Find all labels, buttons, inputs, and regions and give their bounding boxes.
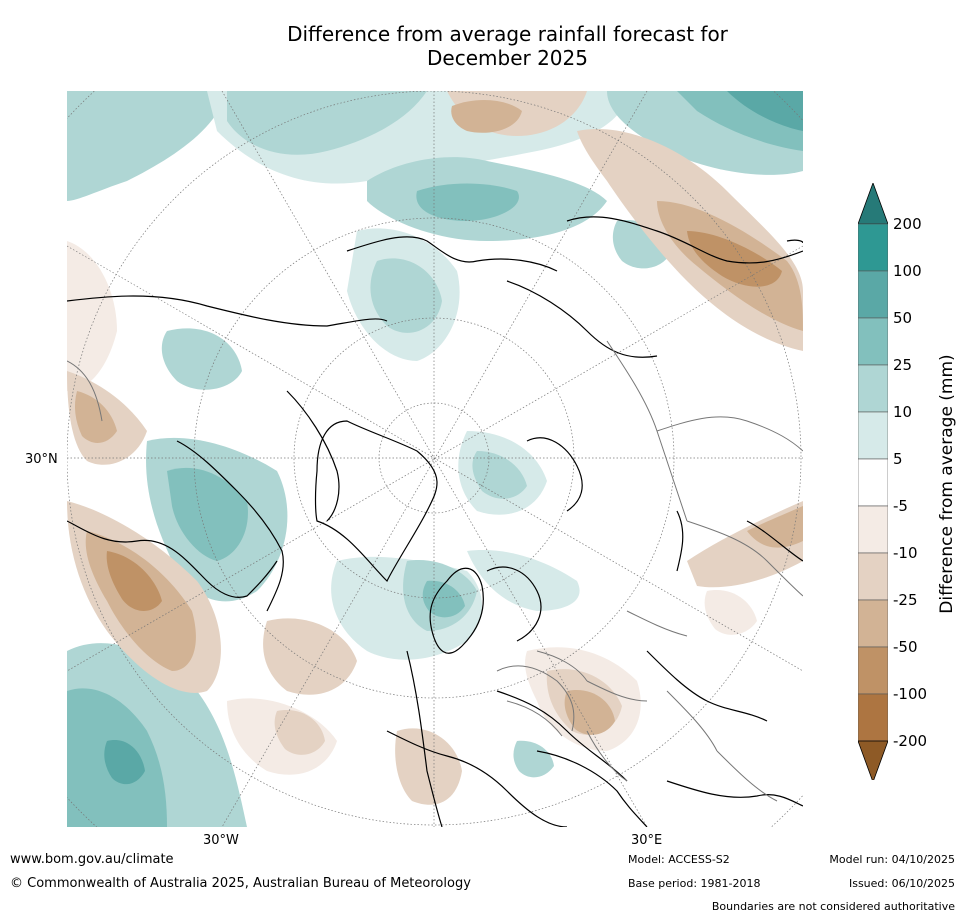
issued-date: Issued: 06/10/2025 xyxy=(848,877,955,890)
colorbar-segment-n25_50 xyxy=(857,599,889,648)
coastlines xyxy=(67,216,803,827)
colorbar-graphic xyxy=(857,181,889,784)
model-run-date: Model run: 04/10/2025 xyxy=(829,853,955,866)
colorbar-segment-n5_10 xyxy=(857,505,889,554)
colorbar-tick: -5 xyxy=(893,497,908,515)
colorbar xyxy=(857,181,889,784)
boundary-disclaimer: Boundaries are not considered authoritat… xyxy=(711,900,955,913)
colorbar-tick: -50 xyxy=(893,638,918,656)
map-title: Difference from average rainfall forecas… xyxy=(150,22,865,70)
latitude-label-30n: 30°N xyxy=(25,452,58,467)
colorbar-over-triangle xyxy=(857,181,889,225)
colorbar-segment-n10_25 xyxy=(857,552,889,601)
longitude-label-30w: 30°W xyxy=(203,833,239,848)
colorbar-tick: 200 xyxy=(893,215,922,233)
colorbar-tick: 5 xyxy=(893,450,903,468)
map-canvas xyxy=(67,91,803,827)
title-line-2: December 2025 xyxy=(427,46,588,70)
website-url: www.bom.gov.au/climate xyxy=(10,852,174,867)
colorbar-tick: 25 xyxy=(893,356,913,374)
colorbar-tick: -10 xyxy=(893,544,918,562)
colorbar-segment-b100_200 xyxy=(857,223,889,272)
colorbar-tick: -100 xyxy=(893,685,928,703)
colorbar-segment-b10_25 xyxy=(857,364,889,413)
colorbar-tick: 50 xyxy=(893,309,913,327)
colorbar-segment-b25_50 xyxy=(857,317,889,366)
rainfall-map xyxy=(67,91,803,827)
colorbar-tick: -200 xyxy=(893,732,928,750)
colorbar-under-triangle xyxy=(857,740,889,784)
longitude-label-30e: 30°E xyxy=(631,833,663,848)
negative-anomaly-areas xyxy=(67,91,803,805)
colorbar-segment-b50_100 xyxy=(857,270,889,319)
colorbar-segment-n100_200 xyxy=(857,693,889,742)
country-boundaries xyxy=(67,340,803,802)
base-period: Base period: 1981-2018 xyxy=(628,877,761,890)
graticule xyxy=(67,91,803,827)
colorbar-tick: 100 xyxy=(893,262,922,280)
colorbar-label: Difference from average (mm) xyxy=(937,354,957,614)
colorbar-segment-n50_100 xyxy=(857,646,889,695)
colorbar-segment-b5_10 xyxy=(857,411,889,460)
colorbar-tick: -25 xyxy=(893,591,918,609)
model-name: Model: ACCESS-S2 xyxy=(628,853,730,866)
colorbar-segment-neutral xyxy=(857,458,889,507)
colorbar-tick: 10 xyxy=(893,403,913,421)
copyright-notice: © Commonwealth of Australia 2025, Austra… xyxy=(10,876,471,891)
title-line-1: Difference from average rainfall forecas… xyxy=(287,22,728,46)
